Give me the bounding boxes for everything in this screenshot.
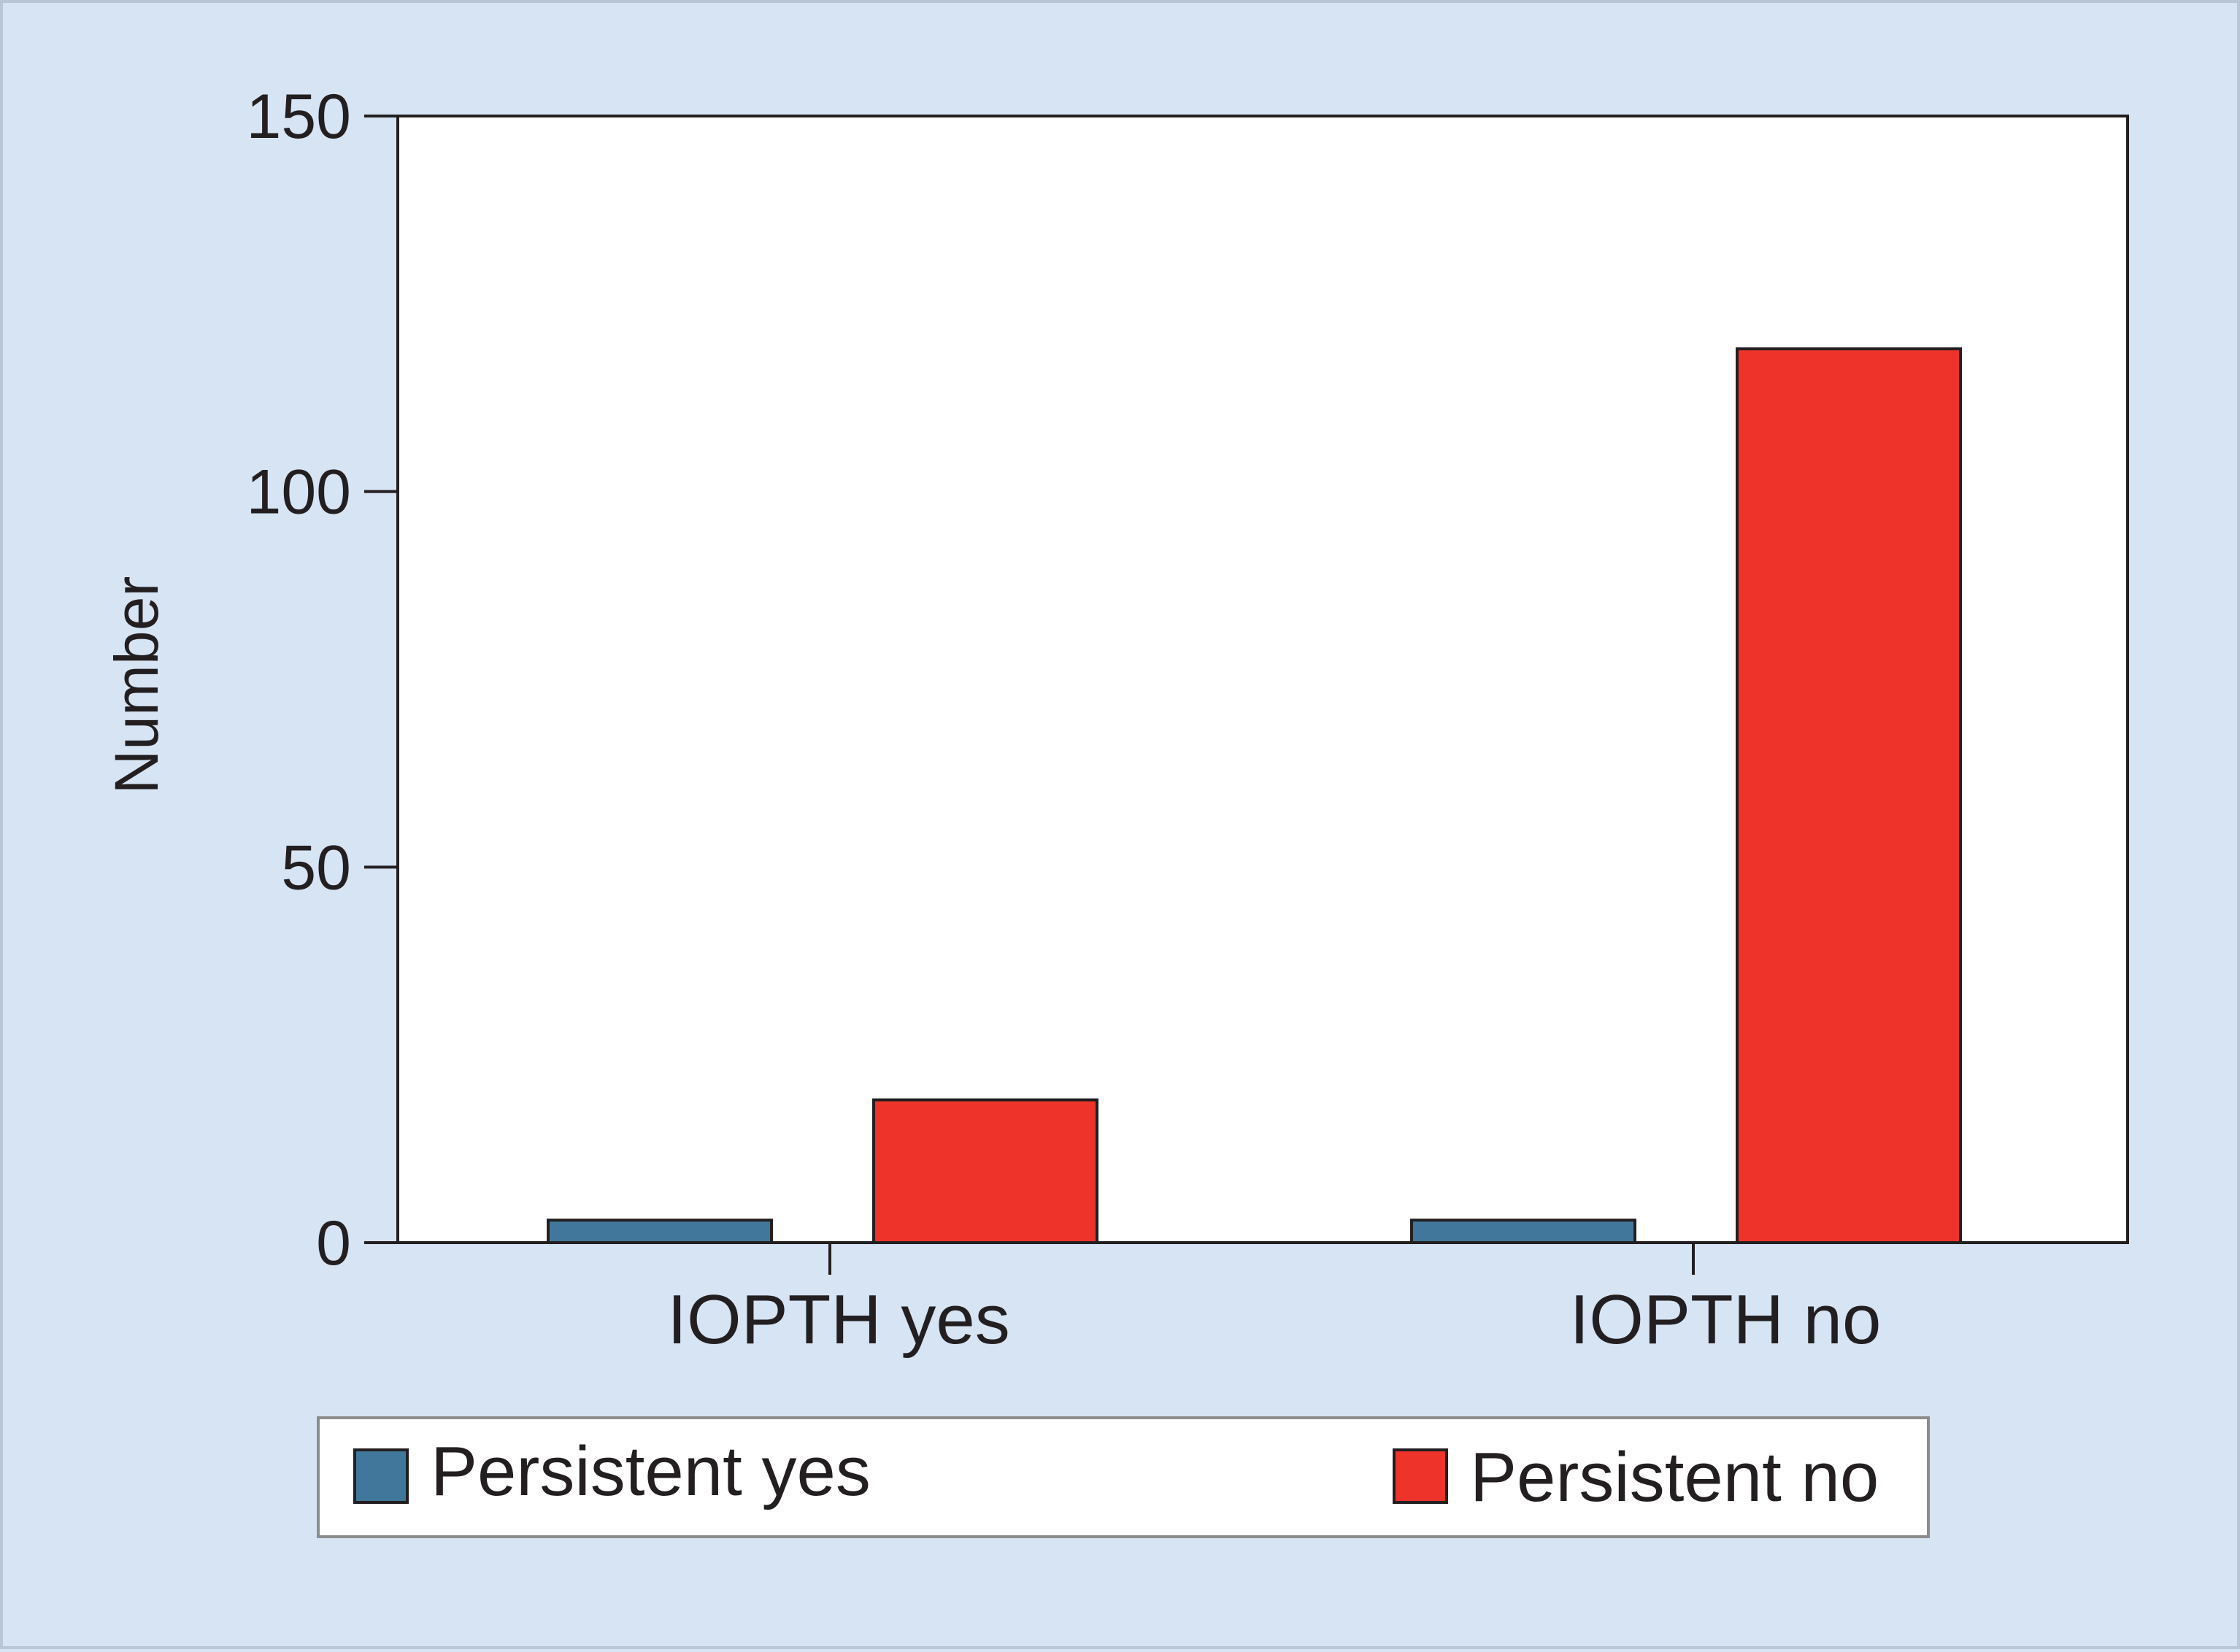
legend-swatch-persistent-yes: [353, 1448, 409, 1504]
x-category-label-0: IOPTH yes: [667, 1281, 1009, 1359]
bar-chart: 0 50 100 150 IOPTH yes IOPTH no Number Persi…: [102, 82, 2129, 1538]
legend-label-persistent-no: Persistent no: [1470, 1438, 1879, 1516]
legend: Persistent yes Persistent no: [317, 1416, 1930, 1538]
y-tick-label-0: 0: [316, 1208, 351, 1278]
x-axis: IOPTH yes IOPTH no: [667, 1243, 1881, 1359]
y-tick-label-100: 100: [247, 458, 352, 528]
y-tick-label-50: 50: [281, 833, 351, 903]
legend-box: [317, 1416, 1930, 1538]
bar-persistent-no-0: [872, 1098, 1098, 1244]
bar-persistent-yes-1: [1410, 1219, 1636, 1244]
y-axis: 0 50 100 150: [247, 82, 398, 1278]
x-category-label-1: IOPTH no: [1570, 1281, 1882, 1359]
bars: [547, 347, 1962, 1244]
y-tick-label-150: 150: [247, 82, 352, 152]
legend-label-persistent-yes: Persistent yes: [431, 1432, 871, 1510]
bar-persistent-no-1: [1736, 347, 1962, 1244]
legend-swatch-persistent-no: [1393, 1448, 1448, 1504]
y-axis-title: Number: [102, 576, 171, 795]
bar-persistent-yes-0: [547, 1219, 773, 1244]
